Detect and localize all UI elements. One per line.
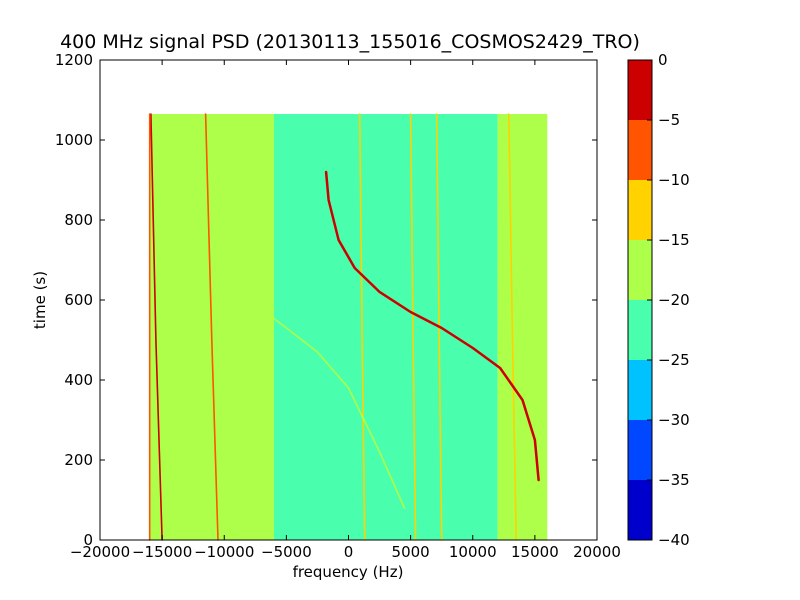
background-band-1 <box>273 114 498 540</box>
x-tick-label: 10000 <box>449 543 497 561</box>
trace-weak-doppler <box>248 299 406 509</box>
y-axis: 0 200 400 600 800 1000 1200 <box>55 51 597 549</box>
colorbar-tick-label: −40 <box>658 531 690 549</box>
x-axis-label: frequency (Hz) <box>293 563 404 581</box>
trace-carrier-15400 <box>150 113 163 541</box>
colorbar-segment <box>628 420 652 480</box>
x-tick-label: 5000 <box>392 543 430 561</box>
trace-carrier-7400 <box>435 113 443 541</box>
chart-title: 400 MHz signal PSD (20130113_155016_COSM… <box>60 31 640 53</box>
plot-area <box>148 113 548 541</box>
trace-carrier-10800 <box>204 113 219 541</box>
colorbar-segment <box>628 180 652 240</box>
colorbar-segment <box>628 300 652 360</box>
colorbar-segment <box>628 120 652 180</box>
trace-carrier-13200 <box>508 113 517 541</box>
colorbar-tick-label: −25 <box>658 351 690 369</box>
colorbar-segment <box>628 360 652 420</box>
colorbar-tick-label: 0 <box>658 51 668 69</box>
x-tick-label: −20000 <box>70 543 130 561</box>
colorbar-segment <box>628 240 652 300</box>
background-band-2 <box>497 114 548 540</box>
trace-carrier-1500 <box>358 113 366 541</box>
colorbar-segment <box>628 60 652 120</box>
y-tick-label: 0 <box>83 531 93 549</box>
y-tick-label: 600 <box>64 291 93 309</box>
y-tick-label: 1000 <box>55 131 93 149</box>
colorbar-tick-label: −35 <box>658 471 690 489</box>
x-tick-label: −15000 <box>132 543 192 561</box>
x-tick-label: 15000 <box>511 543 559 561</box>
x-axis: −20000 −15000 −10000 −5000 0 5000 10000 15000 20… <box>70 60 621 561</box>
trace-satellite-doppler <box>324 170 540 482</box>
colorbar-tick-label: −5 <box>658 111 680 129</box>
x-tick-label: 20000 <box>573 543 621 561</box>
y-tick-label: 400 <box>64 371 93 389</box>
y-axis-label: time (s) <box>31 271 49 329</box>
y-tick-label: 800 <box>64 211 93 229</box>
y-tick-label: 200 <box>64 451 93 469</box>
x-tick-label: −5000 <box>261 543 312 561</box>
colorbar-tick-label: −30 <box>658 411 690 429</box>
colorbar-tick-label: −10 <box>658 171 690 189</box>
colorbar: −40 −35 −30 −25 −20 −15 −10 −5 0 <box>627 51 690 549</box>
x-tick-label: −10000 <box>194 543 254 561</box>
trace-carrier-5200 <box>409 113 417 541</box>
colorbar-segment <box>628 480 652 540</box>
colorbar-tick-label: −20 <box>658 291 690 309</box>
colorbar-tick-label: −15 <box>658 231 690 249</box>
y-tick-label: 1200 <box>55 51 93 69</box>
x-tick-label: 0 <box>344 543 354 561</box>
